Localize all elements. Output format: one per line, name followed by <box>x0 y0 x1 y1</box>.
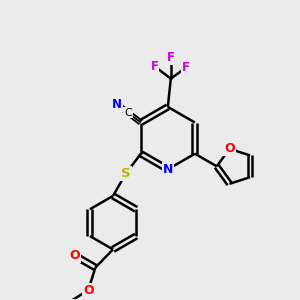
Text: F: F <box>167 51 175 64</box>
Text: N: N <box>112 98 122 111</box>
Text: O: O <box>224 142 235 155</box>
Text: F: F <box>151 60 158 73</box>
Text: F: F <box>182 61 190 74</box>
Text: S: S <box>121 167 130 180</box>
Text: O: O <box>70 249 80 262</box>
Text: N: N <box>163 163 173 176</box>
Text: C: C <box>124 107 132 118</box>
Text: O: O <box>83 284 94 297</box>
